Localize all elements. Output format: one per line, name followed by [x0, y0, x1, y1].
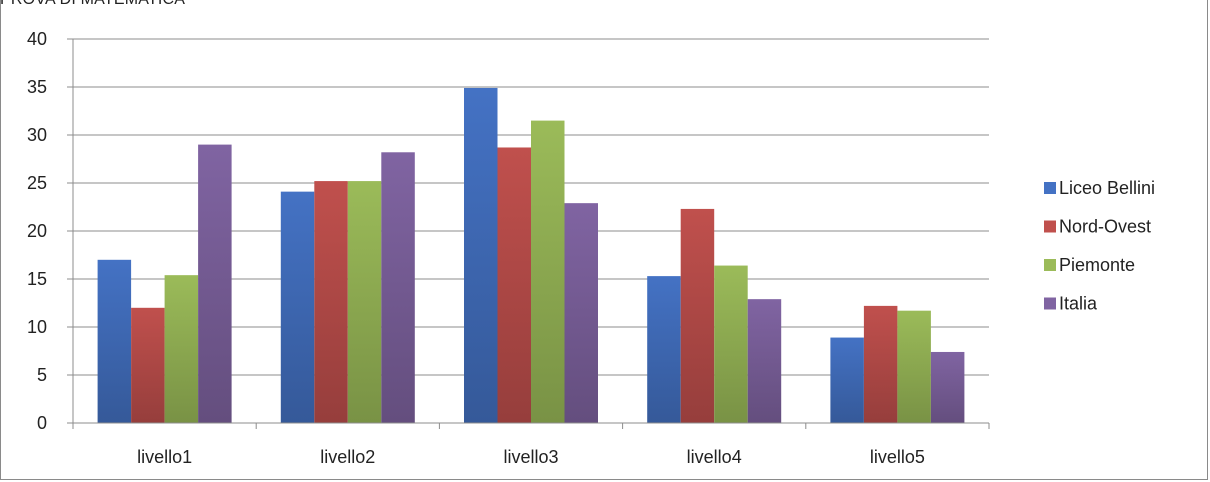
bar-liceo-bellini-livello5 — [830, 337, 864, 423]
y-tick-label-10: 10 — [27, 317, 47, 337]
bar-nord-ovest-livello5 — [863, 305, 898, 423]
x-tick-label-livello4: livello4 — [687, 447, 742, 467]
y-tick-label-0: 0 — [37, 413, 47, 433]
y-tick-label-20: 20 — [27, 221, 47, 241]
legend-swatch-nord-ovest — [1044, 220, 1056, 233]
bar-italia-livello1 — [198, 144, 232, 423]
x-tick-label-livello5: livello5 — [870, 447, 925, 467]
bar-nord-ovest-livello3 — [497, 147, 531, 424]
y-tick-label-30: 30 — [27, 125, 47, 145]
bars — [97, 87, 965, 424]
bar-piemonte-livello2 — [347, 181, 382, 423]
bar-italia-livello2 — [381, 152, 415, 423]
axes: 0 5 10 15 20 25 30 35 40 livello1 livello2 livello3… — [27, 29, 990, 467]
bar-piemonte-livello3 — [531, 120, 565, 423]
y-tick-label-35: 35 — [27, 77, 47, 97]
bar-italia-livello5 — [930, 351, 965, 423]
bar-liceo-bellini-livello4 — [647, 276, 681, 423]
page-title: PROVA DI MATEMATICA — [0, 0, 185, 9]
legend-label-nord-ovest: Nord-Ovest — [1059, 217, 1151, 237]
legend-label-liceo-bellini: Liceo Bellini — [1059, 178, 1155, 198]
y-tick-label-40: 40 — [27, 29, 47, 49]
bar-italia-livello3 — [564, 203, 598, 423]
y-tick-label-15: 15 — [27, 269, 47, 289]
legend-label-piemonte: Piemonte — [1059, 255, 1135, 275]
bar-nord-ovest-livello1 — [131, 307, 165, 423]
y-tick-label-5: 5 — [37, 365, 47, 385]
bar-italia-livello4 — [747, 299, 782, 423]
legend: Liceo Bellini Nord-Ovest Piemonte Italia — [1044, 178, 1155, 314]
x-tick-label-livello2: livello2 — [320, 447, 375, 467]
legend-swatch-piemonte — [1044, 259, 1056, 271]
legend-label-italia: Italia — [1059, 294, 1098, 314]
bar-piemonte-livello4 — [714, 265, 748, 423]
legend-swatch-italia — [1044, 297, 1056, 310]
x-tick-label-livello1: livello1 — [137, 447, 192, 467]
bar-nord-ovest-livello4 — [680, 208, 715, 423]
bar-piemonte-livello5 — [897, 310, 931, 423]
bar-liceo-bellini-livello1 — [97, 259, 132, 423]
bar-liceo-bellini-livello3 — [464, 87, 498, 424]
bar-nord-ovest-livello2 — [314, 181, 348, 423]
y-tick-label-25: 25 — [27, 173, 47, 193]
x-tick-label-livello3: livello3 — [503, 447, 558, 467]
bar-piemonte-livello1 — [164, 275, 199, 423]
bar-liceo-bellini-livello2 — [280, 191, 315, 423]
legend-swatch-liceo-bellini — [1044, 182, 1056, 194]
